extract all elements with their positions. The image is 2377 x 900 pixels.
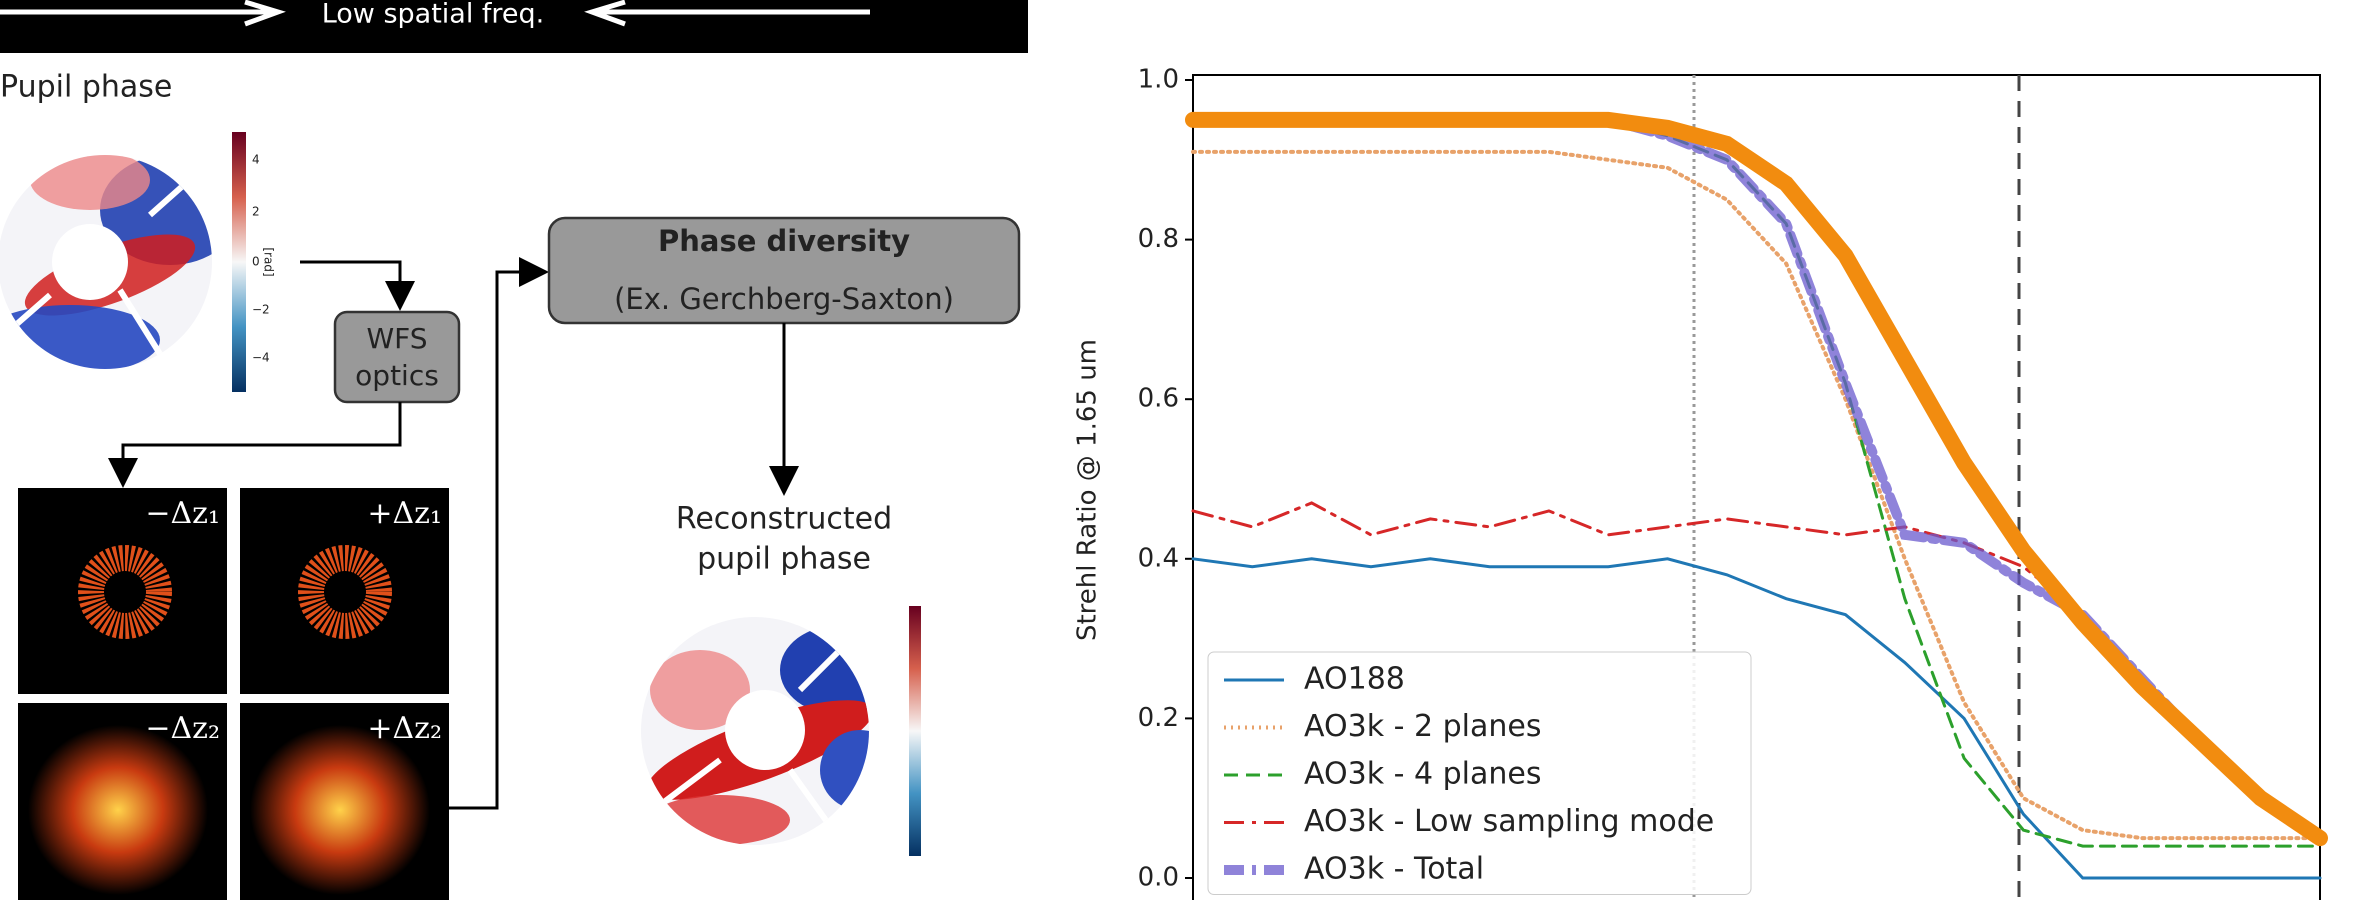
reconstructed-label: pupil phase [697,542,871,577]
y-tick-label: 0.8 [1138,224,1179,254]
legend-label: AO188 [1304,662,1405,697]
legend-label: AO3k - 2 planes [1304,709,1541,744]
colorbar-tick: −2 [252,303,270,317]
legend-box [1207,651,1752,895]
speckle-ring [78,545,172,639]
speckle-ring [298,545,392,639]
legend-label: AO3k - Total [1304,852,1484,887]
y-tick-label: 0.0 [1138,863,1179,893]
colorbar [909,606,921,856]
y-tick-label: 0.6 [1138,384,1179,414]
arrow [108,402,402,488]
speckle [28,725,208,895]
y-axis-label: Strehl Ratio @ 1.65 um [1073,339,1103,641]
legend-label: AO3k - 4 planes [1304,757,1541,792]
panel [18,488,227,694]
wfs-box [333,310,461,404]
colorbar-tick: 4 [252,153,260,167]
wfs-label: optics [355,359,439,392]
chart: Strehl Ratio @ 1.65 um 0.0 0.2 0.4 0.6 0.8 1.… [1073,65,2328,900]
series-line [1191,557,2322,880]
y-tick-label: 0.4 [1138,543,1179,573]
series-line [1185,111,2328,847]
pupil-image [641,617,869,845]
pupil-title: Pupil phase [0,70,172,105]
colorbar-tick: 0 [252,255,260,269]
panel [240,488,449,694]
pupil-image [0,155,212,369]
panel-label: −Δz₂ [145,711,220,746]
colorbar-tick: 2 [252,205,260,219]
legend-label: AO3k - Low sampling mode [1304,804,1714,839]
phase-subtitle: (Ex. Gerchberg-Saxton) [614,282,954,316]
banner-arrow [584,0,870,27]
phase-title: Phase diversity [658,224,910,258]
banner-text: Low spatial freq. [322,0,545,30]
arrow [449,257,549,810]
reconstructed-label: Reconstructed [676,502,892,537]
y-tick-label: 1.0 [1138,65,1179,95]
panel-label: −Δz₁ [145,496,220,531]
colorbar-ticks: 4 2 0 −2 −4 [rad] [252,153,276,365]
colorbar [232,132,246,392]
colorbar-unit: [rad] [262,247,276,276]
wfs-label: WFS [366,322,427,355]
y-tick-label: 0.2 [1138,703,1179,733]
series-line [1191,149,2322,841]
panel-label: +Δz₁ [367,496,442,531]
speckle [250,725,430,895]
arrow [300,260,415,311]
banner-arrow [0,0,286,27]
banner [0,0,1028,53]
colorbar-tick: −4 [252,351,270,365]
panel-label: +Δz₂ [367,711,442,746]
